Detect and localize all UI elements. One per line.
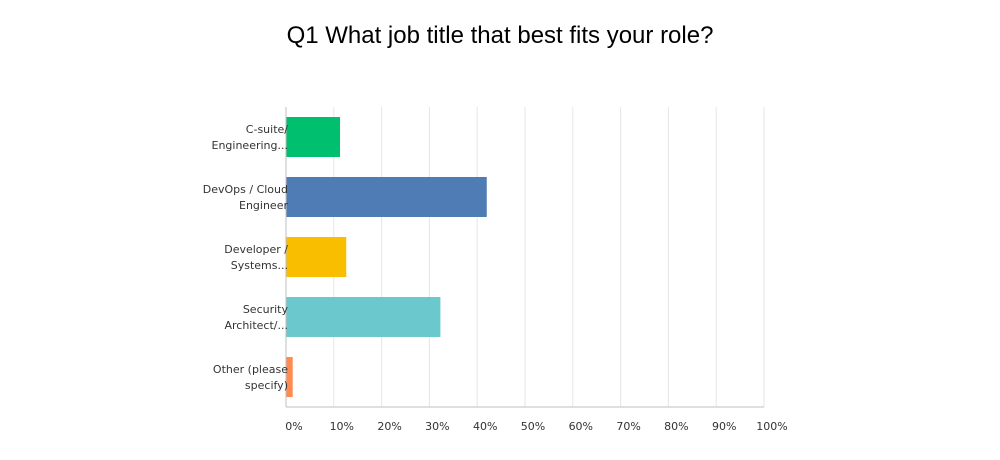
category-label: C-suite/ [246,123,288,136]
bar [286,297,441,337]
category-label: Security [243,303,289,316]
axes [285,107,764,408]
category-labels: C-suite/Engineering... DevOps / Cloud Engi… [203,123,289,392]
x-tick-label: 0% [285,420,302,433]
category-label: specify) [245,379,288,392]
category-label: Other (please [213,363,288,376]
x-tick-label: 90% [712,420,736,433]
x-tick-label: 60% [569,420,593,433]
bar [286,237,347,277]
bars [286,117,487,397]
category-label: Engineer [239,199,288,212]
category-label: DevOps / Cloud [203,183,288,196]
x-tick-label: 40% [473,420,497,433]
x-tick-label: 20% [377,420,401,433]
category-label: Architect/... [224,319,288,332]
x-tick-label: 50% [521,420,545,433]
category-label: Developer / [224,243,288,256]
x-tick-label: 70% [616,420,640,433]
x-tick-label: 30% [425,420,449,433]
category-label: Engineering... [212,139,289,152]
x-tick-label: 100% [756,420,787,433]
chart-title: Q1 What job title that best fits your ro… [286,22,714,49]
bar [286,117,341,157]
x-tick-labels: 0% 10% 20% 30% 40% 50% 60% 70% 80% 90% 100% [285,420,787,433]
x-tick-label: 10% [330,420,354,433]
gridlines [333,107,765,407]
bar [286,177,487,217]
x-tick-label: 80% [664,420,688,433]
category-label: Systems... [231,259,288,272]
bar [286,357,293,397]
